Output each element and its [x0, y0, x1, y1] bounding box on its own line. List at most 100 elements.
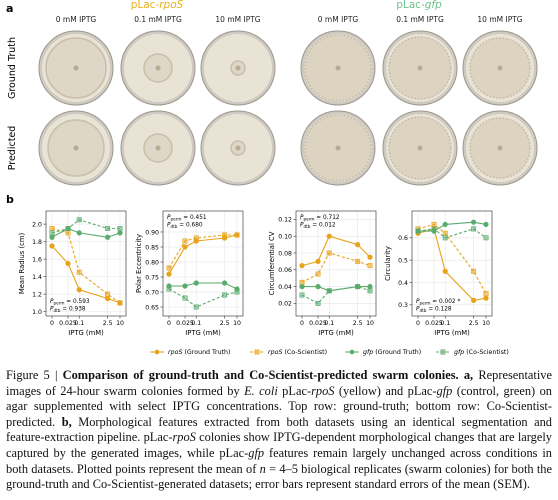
series-line: [301, 286, 371, 305]
x-tick-label: 10: [116, 320, 124, 327]
data-point: [166, 271, 172, 277]
column-label: 10 mM IPTG: [477, 15, 522, 24]
y-tick-label: 1.8: [32, 239, 42, 246]
stat-value: = 0.593: [64, 299, 89, 305]
colony-center: [417, 65, 423, 71]
legend-marker: [440, 349, 446, 355]
text-part: rpoS: [159, 0, 183, 11]
data-point: [105, 295, 111, 302]
data-point: [299, 279, 305, 285]
x-tick-label: 0.025: [309, 320, 327, 327]
text-part: rpoS: [268, 349, 282, 356]
data-point: [49, 230, 55, 236]
data-point: [182, 244, 188, 250]
caption-text: (control, green) on agar supplemented wi…: [6, 383, 552, 429]
y-tick-label: 0.85: [145, 244, 159, 251]
x-tick-label: 2.5: [220, 320, 230, 327]
data-point: [105, 226, 111, 232]
series-line: [417, 223, 487, 294]
data-point: [222, 232, 228, 238]
colony-center: [497, 65, 503, 71]
data-point: [105, 291, 111, 297]
text-part: rpoS: [168, 349, 182, 356]
text-part: pLac-: [396, 0, 425, 11]
data-point: [49, 234, 55, 240]
stat-annotation: Pperm = 0.451: [167, 215, 207, 222]
data-point: [193, 304, 199, 310]
data-point: [49, 226, 55, 232]
text-part: (Ground Truth): [182, 349, 230, 356]
text-part: gfp: [454, 349, 464, 356]
series-line: [168, 234, 237, 269]
legend-label: gfp (Ground Truth): [363, 349, 421, 356]
caption-text: Comparison of ground-truth and Co-Scient…: [62, 368, 474, 382]
stat-value: = 0.451: [181, 215, 206, 221]
data-point: [442, 221, 448, 228]
column-label: 0 mM IPTG: [318, 15, 359, 24]
y-tick-label: 0.90: [145, 229, 159, 236]
y-tick-label: 0.4: [398, 280, 408, 287]
data-point: [76, 230, 82, 236]
x-axis-label: IPTG (mM): [434, 329, 470, 337]
data-point: [117, 226, 123, 232]
data-point: [234, 289, 240, 295]
caption-text: Representative images of 24-hour swarm c…: [6, 368, 552, 398]
column-label: 0.1 mM IPTG: [134, 15, 182, 24]
caption-text: pLac-: [277, 383, 312, 398]
stat-symbol: P: [300, 223, 304, 229]
y-tick-label: 1.0: [32, 309, 42, 316]
caption-text: rpoS: [172, 430, 196, 445]
x-tick-label: 2.5: [353, 320, 363, 327]
caption-text: (yellow) and pLac-: [334, 383, 437, 398]
stat-annotation: Pdtb = 0.938: [50, 307, 86, 314]
y-tick-label: 0.5: [398, 257, 408, 264]
text-part: (Co-Scientist): [464, 349, 509, 356]
data-point: [367, 284, 373, 290]
data-point: [117, 300, 123, 306]
x-tick-label: 10: [233, 320, 241, 327]
data-point: [222, 292, 228, 298]
stat-symbol: P: [300, 215, 304, 221]
y-tick-label: 0.75: [145, 274, 159, 281]
colony-center: [335, 145, 341, 151]
data-point: [315, 284, 321, 290]
stat-subscript: dtb: [304, 224, 311, 229]
data-point: [326, 233, 332, 239]
colony-center: [155, 65, 161, 71]
plot-frame: [295, 210, 377, 317]
data-point: [471, 268, 477, 274]
y-tick-label: 0.6: [398, 235, 408, 242]
data-point: [193, 235, 199, 241]
x-axis-label: IPTG (mM): [318, 329, 354, 337]
y-tick-label: 1.4: [32, 274, 42, 281]
stat-symbol: P: [167, 215, 171, 221]
stat-annotation: Pdtb = 0.128: [416, 307, 452, 314]
y-tick-label: 0.08: [278, 250, 292, 257]
data-point: [431, 221, 437, 227]
data-point: [471, 297, 477, 303]
y-axis-label: Polar Eccentricity: [135, 234, 143, 293]
x-tick-label: 10: [366, 320, 374, 327]
data-point: [326, 250, 332, 256]
data-point: [355, 258, 361, 264]
data-point: [471, 219, 477, 225]
plot-frame: [162, 210, 244, 317]
stat-symbol: P: [50, 299, 54, 305]
x-tick-label: 2.5: [469, 320, 479, 327]
x-tick-label: 0: [416, 320, 420, 327]
data-point: [76, 269, 82, 275]
legend-marker: [254, 349, 260, 355]
colony-center: [417, 145, 423, 151]
y-tick-label: 0.04: [278, 284, 292, 291]
data-point: [65, 260, 71, 267]
y-tick-label: 0.80: [145, 259, 159, 266]
data-point: [76, 217, 82, 223]
data-point: [315, 258, 321, 265]
caption-text: b,: [61, 414, 72, 429]
y-tick-label: 1.6: [32, 256, 42, 263]
caption-text: gfp: [436, 383, 453, 398]
caption-text: n: [259, 461, 266, 476]
caption-text: features remain largely unchanged across…: [6, 445, 552, 476]
data-point: [355, 284, 361, 290]
stat-value: = 0.712: [314, 215, 339, 221]
